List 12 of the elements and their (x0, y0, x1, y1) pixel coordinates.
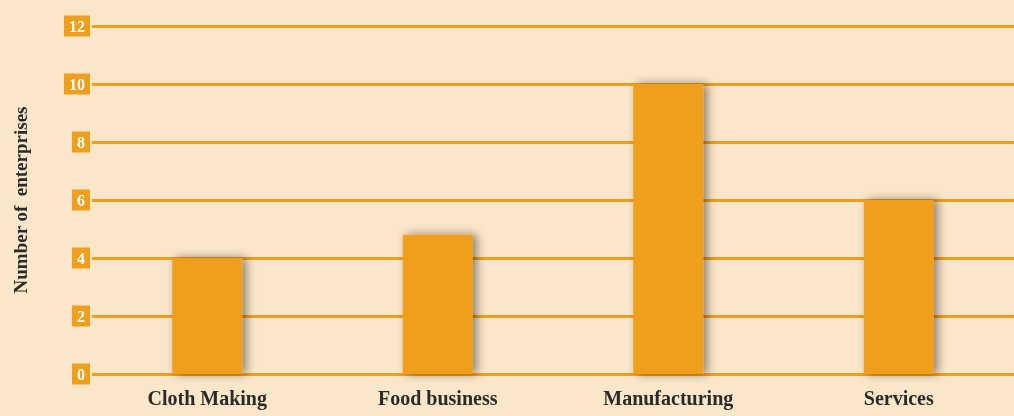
x-tick-label: Services (863, 387, 934, 409)
y-axis-title: Number of enterprises (10, 106, 31, 294)
x-tick-label: Food business (378, 387, 498, 409)
y-tick-label: 2 (77, 307, 85, 325)
y-tick-label: 0 (77, 365, 85, 383)
y-tick-label: 10 (69, 75, 85, 93)
y-tick-label: 12 (69, 17, 85, 35)
x-tick-label: Cloth Making (147, 387, 267, 410)
x-tick-label: Manufacturing (603, 387, 734, 410)
y-tick-label: 6 (77, 191, 85, 209)
y-tick-label: 4 (77, 249, 85, 267)
y-tick-label: 8 (77, 133, 85, 151)
